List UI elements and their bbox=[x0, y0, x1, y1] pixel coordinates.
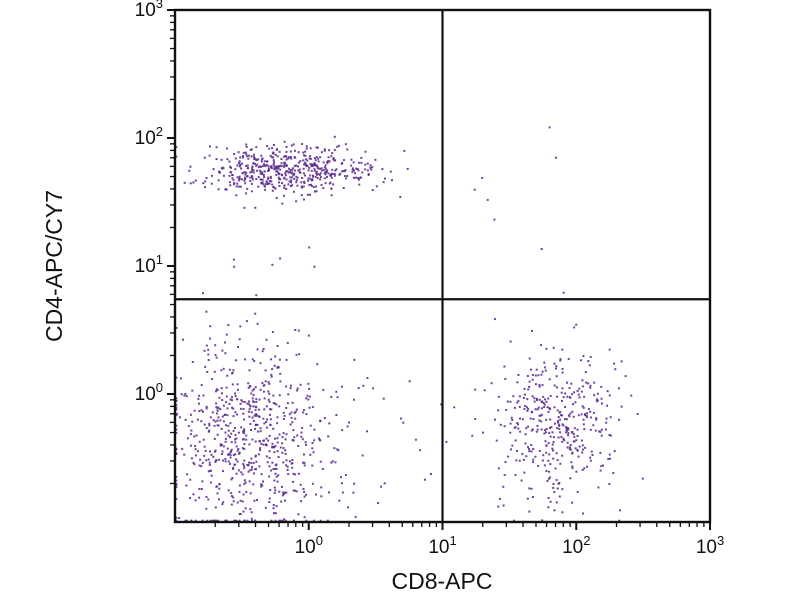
tick-labels: 100 101 102 103 100 101 102 103 bbox=[135, 0, 725, 558]
quadrant-gate-lines bbox=[175, 10, 710, 522]
svg-text:102: 102 bbox=[562, 533, 590, 558]
y-axis-label: CD4-APC/CY7 bbox=[41, 190, 67, 342]
svg-text:101: 101 bbox=[428, 533, 456, 558]
axes-and-ticks bbox=[167, 8, 712, 530]
svg-text:103: 103 bbox=[696, 533, 724, 558]
svg-text:100: 100 bbox=[295, 533, 323, 558]
svg-text:101: 101 bbox=[135, 252, 163, 277]
svg-text:102: 102 bbox=[135, 124, 163, 149]
svg-text:100: 100 bbox=[135, 380, 163, 405]
svg-text:103: 103 bbox=[135, 0, 163, 21]
x-axis-label: CD8-APC bbox=[392, 568, 493, 594]
data-points bbox=[175, 126, 644, 522]
